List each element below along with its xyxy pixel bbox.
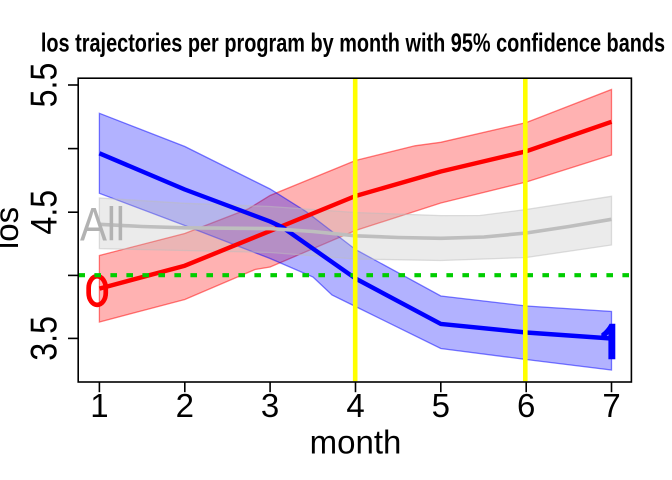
- svg-text:5.5: 5.5: [24, 63, 65, 108]
- svg-text:4: 4: [346, 387, 364, 424]
- svg-text:All: All: [80, 199, 125, 252]
- svg-text:1: 1: [90, 387, 108, 424]
- svg-text:5: 5: [432, 387, 450, 424]
- svg-text:6: 6: [517, 387, 535, 424]
- svg-text:3: 3: [261, 387, 279, 424]
- svg-text:7: 7: [602, 387, 620, 424]
- svg-text:los: los: [0, 207, 25, 249]
- svg-text:los trajectories per program b: los trajectories per program by month wi…: [41, 28, 665, 57]
- svg-text:3.5: 3.5: [24, 316, 65, 361]
- svg-text:month: month: [310, 424, 402, 461]
- svg-text:2: 2: [176, 387, 194, 424]
- svg-text:4.5: 4.5: [24, 190, 65, 235]
